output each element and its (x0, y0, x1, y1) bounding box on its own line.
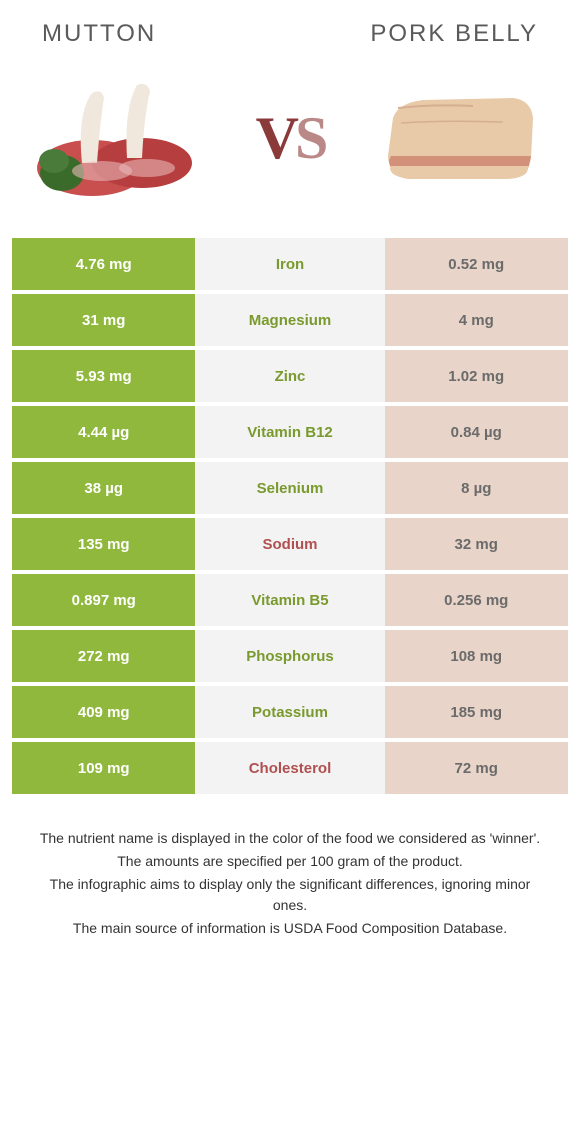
right-value-cell: 72 mg (385, 742, 568, 794)
right-food-title: Pork belly (290, 20, 538, 48)
right-value-cell: 8 µg (385, 462, 568, 514)
left-value-cell: 38 µg (12, 462, 195, 514)
nutrient-name-cell: Cholesterol (195, 742, 384, 794)
footer-line-3: The infographic aims to display only the… (32, 874, 548, 916)
nutrient-name-cell: Vitamin B5 (195, 574, 384, 626)
right-value-cell: 4 mg (385, 294, 568, 346)
left-value-cell: 31 mg (12, 294, 195, 346)
left-value-cell: 272 mg (12, 630, 195, 682)
nutrient-name-cell: Iron (195, 238, 384, 290)
left-food-title: Mutton (42, 20, 290, 48)
nutrient-name-cell: Sodium (195, 518, 384, 570)
right-value-cell: 108 mg (385, 630, 568, 682)
nutrient-name-cell: Phosphorus (195, 630, 384, 682)
table-row: 272 mgPhosphorus108 mg (12, 630, 568, 686)
left-value-cell: 0.897 mg (12, 574, 195, 626)
nutrient-name-cell: Selenium (195, 462, 384, 514)
nutrient-name-cell: Potassium (195, 686, 384, 738)
footer-notes: The nutrient name is displayed in the co… (12, 828, 568, 939)
table-row: 135 mgSodium32 mg (12, 518, 568, 574)
footer-line-1: The nutrient name is displayed in the co… (32, 828, 548, 849)
table-row: 4.44 µgVitamin B120.84 µg (12, 406, 568, 462)
table-row: 31 mgMagnesium4 mg (12, 294, 568, 350)
table-row: 38 µgSelenium8 µg (12, 462, 568, 518)
images-row: VS (12, 58, 568, 238)
left-value-cell: 4.44 µg (12, 406, 195, 458)
left-value-cell: 4.76 mg (12, 238, 195, 290)
table-row: 409 mgPotassium185 mg (12, 686, 568, 742)
left-value-cell: 5.93 mg (12, 350, 195, 402)
right-value-cell: 0.256 mg (385, 574, 568, 626)
table-row: 0.897 mgVitamin B50.256 mg (12, 574, 568, 630)
right-value-cell: 185 mg (385, 686, 568, 738)
right-value-cell: 0.84 µg (385, 406, 568, 458)
pork-belly-icon (373, 78, 543, 198)
nutrient-name-cell: Zinc (195, 350, 384, 402)
vs-s-letter: S (295, 105, 324, 171)
right-value-cell: 0.52 mg (385, 238, 568, 290)
nutrient-table: 4.76 mgIron0.52 mg31 mgMagnesium4 mg5.93… (12, 238, 568, 798)
left-value-cell: 135 mg (12, 518, 195, 570)
vs-v-letter: V (256, 105, 295, 171)
mutton-icon (32, 73, 212, 203)
table-row: 109 mgCholesterol72 mg (12, 742, 568, 798)
left-value-cell: 409 mg (12, 686, 195, 738)
footer-line-2: The amounts are specified per 100 gram o… (32, 851, 548, 872)
right-value-cell: 32 mg (385, 518, 568, 570)
table-row: 5.93 mgZinc1.02 mg (12, 350, 568, 406)
nutrient-name-cell: Magnesium (195, 294, 384, 346)
table-row: 4.76 mgIron0.52 mg (12, 238, 568, 294)
left-food-image (32, 68, 212, 208)
nutrient-name-cell: Vitamin B12 (195, 406, 384, 458)
right-food-image (368, 68, 548, 208)
footer-line-4: The main source of information is USDA F… (32, 918, 548, 939)
header-row: Mutton Pork belly (12, 20, 568, 58)
left-value-cell: 109 mg (12, 742, 195, 794)
vs-label: VS (256, 104, 325, 173)
right-value-cell: 1.02 mg (385, 350, 568, 402)
